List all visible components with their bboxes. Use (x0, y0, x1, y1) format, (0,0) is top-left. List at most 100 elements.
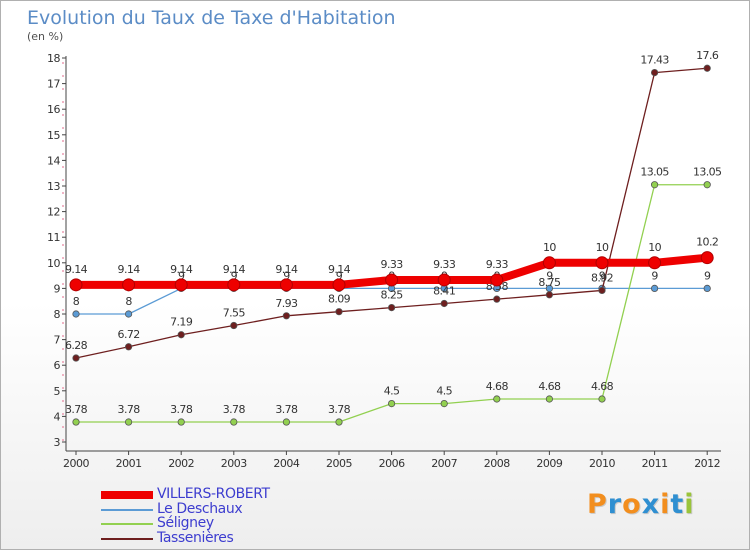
x-tick-label: 2011 (642, 457, 668, 470)
series-point-3 (177, 331, 185, 339)
x-tick-label: 2010 (589, 457, 615, 470)
data-label-2: 13.05 (640, 166, 669, 179)
data-label-0: 9.14 (118, 263, 141, 276)
x-tick-label: 2004 (273, 457, 299, 470)
data-label-3: 7.19 (170, 316, 193, 329)
data-label-3: 7.55 (223, 307, 246, 320)
data-label-1: 9 (704, 269, 711, 282)
series-point-2 (335, 418, 343, 426)
y-tick-label: 3 (54, 436, 61, 449)
series-point-3 (650, 68, 659, 77)
data-label-0: 9.14 (170, 263, 193, 276)
data-label-0: 9.33 (381, 258, 404, 271)
data-label-0: 9.33 (486, 258, 509, 271)
legend-swatch (101, 537, 153, 540)
data-label-2: 4.68 (486, 380, 509, 393)
data-label-1: 8 (125, 295, 132, 308)
y-tick-label: 5 (54, 385, 61, 398)
data-label-1: 9 (283, 269, 290, 282)
series-point-0 (542, 256, 556, 270)
legend-label: Tassenières (157, 529, 234, 546)
series-point-3 (282, 312, 290, 320)
series-point-0 (648, 256, 662, 270)
legend-swatch (101, 491, 153, 499)
data-label-1: 9 (546, 269, 553, 282)
series-point-0 (385, 273, 399, 287)
series-point-2 (650, 181, 659, 189)
y-tick-label: 15 (47, 129, 60, 142)
legend-swatch (101, 523, 153, 525)
series-point-1 (72, 310, 80, 318)
x-tick-label: 2002 (168, 457, 194, 470)
series-point-2 (282, 418, 290, 426)
series-point-2 (545, 395, 554, 403)
data-label-0: 9.14 (275, 263, 298, 276)
y-tick-label: 12 (47, 206, 60, 219)
x-tick-label: 2006 (379, 457, 405, 470)
legend-label: VILLERS-ROBERT (157, 486, 270, 502)
data-label-0: 10 (648, 241, 661, 254)
data-label-1: 9 (231, 269, 238, 282)
data-label-1: 9 (599, 269, 606, 282)
data-label-3: 7.93 (275, 297, 298, 310)
data-label-3: 6.28 (65, 339, 88, 352)
y-tick-label: 16 (47, 103, 60, 116)
y-tick-label: 11 (47, 231, 60, 244)
series-point-1 (703, 284, 711, 292)
y-tick-label: 14 (47, 154, 60, 167)
series-point-2 (387, 399, 396, 408)
legend-swatch (101, 508, 153, 511)
series-point-3 (493, 295, 501, 303)
y-tick-label: 18 (47, 52, 60, 65)
y-tick-label: 7 (54, 334, 61, 347)
y-tick-label: 13 (47, 180, 60, 193)
series-point-1 (650, 284, 659, 292)
x-tick-label: 2007 (431, 457, 457, 470)
data-label-0: 9.33 (433, 258, 456, 271)
data-label-1: 8 (73, 295, 80, 308)
data-label-2: 3.78 (118, 403, 141, 416)
series-point-0 (122, 278, 136, 292)
x-tick-label: 2005 (326, 457, 352, 470)
x-tick-label: 2012 (694, 457, 720, 470)
series-point-0 (174, 278, 188, 292)
data-label-0: 10 (543, 241, 556, 254)
data-label-3: 8.92 (591, 271, 613, 284)
series-point-3 (440, 299, 448, 308)
series-point-0 (227, 278, 241, 292)
data-label-2: 4.5 (384, 385, 400, 398)
series-point-2 (125, 418, 133, 426)
series-point-2 (177, 418, 185, 426)
series-point-0 (332, 278, 346, 292)
data-label-2: 3.78 (170, 403, 193, 416)
x-tick-label: 2003 (221, 457, 247, 470)
data-label-3: 8.25 (381, 289, 404, 302)
y-tick-label: 9 (54, 282, 61, 295)
series-point-3 (230, 321, 238, 330)
series-point-1 (125, 310, 133, 318)
series-point-2 (230, 418, 238, 426)
data-label-0: 9.14 (223, 263, 246, 276)
series-point-3 (72, 354, 80, 362)
series-point-3 (598, 286, 606, 295)
data-label-3: 17.43 (640, 54, 669, 67)
data-label-1: 9 (178, 269, 185, 282)
series-point-0 (69, 278, 83, 292)
y-tick-label: 8 (54, 308, 61, 321)
series-point-2 (493, 395, 501, 403)
data-label-3: 6.72 (118, 328, 140, 341)
data-label-3: 17.6 (696, 49, 719, 62)
series-point-0 (595, 256, 609, 270)
x-tick-label: 2008 (484, 457, 510, 470)
series-point-3 (387, 303, 396, 312)
proxiti-logo: Proxiti (587, 489, 695, 520)
series-point-2 (72, 418, 80, 426)
data-label-0: 9.14 (65, 263, 88, 276)
data-label-3: 8.09 (328, 293, 351, 306)
data-label-3: 8.41 (433, 285, 455, 298)
data-label-2: 3.78 (328, 403, 351, 416)
series-point-2 (703, 181, 711, 189)
x-tick-label: 2001 (116, 457, 142, 470)
series-point-3 (125, 343, 133, 351)
